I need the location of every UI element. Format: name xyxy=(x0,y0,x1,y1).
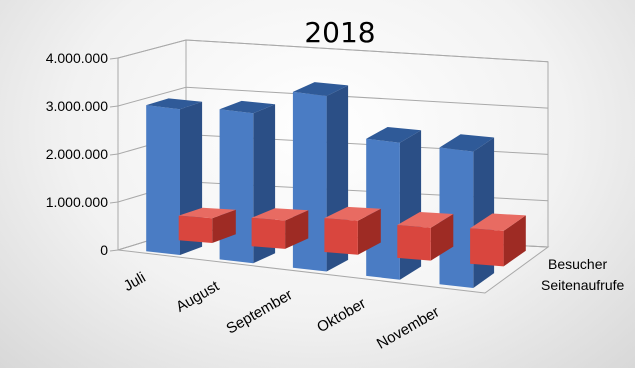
y-tick-label: 2.000.000 xyxy=(46,146,108,162)
chart-title: 2018 xyxy=(304,16,375,49)
bar-side xyxy=(357,208,381,255)
bar-side xyxy=(430,214,454,261)
y-tick-label: 4.000.000 xyxy=(46,50,108,66)
gridline xyxy=(117,39,549,63)
gridline xyxy=(117,86,549,109)
bar-front xyxy=(324,218,358,255)
bar-front xyxy=(219,109,254,264)
bar-top xyxy=(366,127,422,143)
bar-top xyxy=(397,212,454,228)
bars xyxy=(146,82,526,288)
x-tick-label: November xyxy=(374,303,442,352)
x-tick-label: Oktober xyxy=(314,295,369,336)
bar-top xyxy=(470,213,526,231)
x-tick-label: Juli xyxy=(121,269,149,295)
bar-top xyxy=(251,208,309,221)
y-tick-label: 1.000.000 xyxy=(46,194,108,210)
bar-top xyxy=(146,98,203,110)
bar-front xyxy=(178,215,213,243)
series-label: Besucher xyxy=(548,256,607,272)
bar-top xyxy=(219,100,276,114)
bar-top xyxy=(178,207,236,219)
bar-front xyxy=(146,105,180,255)
y-tick-mark xyxy=(109,105,119,108)
bar xyxy=(470,213,526,267)
bar xyxy=(178,207,236,243)
series-label: Seitenaufrufe xyxy=(541,277,624,293)
bar-front xyxy=(397,225,431,261)
y-tick-mark xyxy=(109,201,119,204)
bar-top xyxy=(324,206,381,221)
bar-side xyxy=(503,215,526,267)
bar-top xyxy=(292,82,349,96)
x-tick-label: September xyxy=(223,286,295,337)
y-tick-label: 0 xyxy=(100,242,108,258)
y-tick-mark xyxy=(109,153,119,156)
bar-side xyxy=(212,209,236,243)
bar-front xyxy=(292,91,327,272)
bar xyxy=(397,212,454,261)
bar xyxy=(324,206,381,255)
bar-top xyxy=(439,134,495,152)
bar-front xyxy=(470,228,504,267)
y-tick-mark xyxy=(109,57,119,60)
bar-side xyxy=(285,210,309,249)
y-tick-mark xyxy=(109,249,119,252)
bar-front xyxy=(251,217,286,249)
bar-front xyxy=(439,147,474,288)
bar-side xyxy=(473,137,495,288)
x-tick-label: August xyxy=(173,277,223,315)
y-tick-label: 3.000.000 xyxy=(46,98,108,114)
bar xyxy=(251,208,309,249)
